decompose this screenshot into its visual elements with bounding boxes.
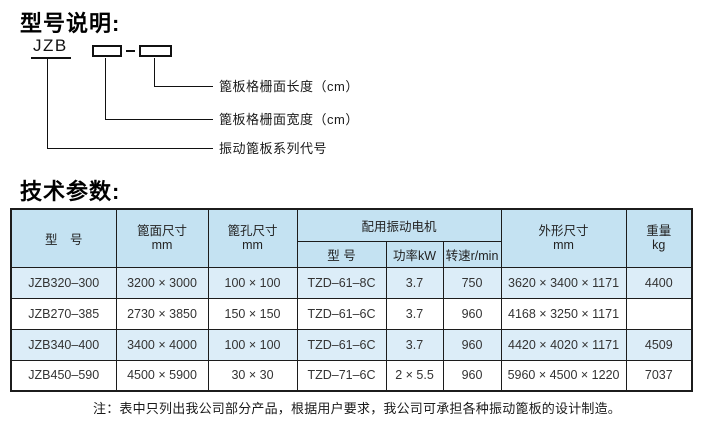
cell-model: JZB320–300: [10, 266, 117, 299]
length-connector-line-horizontal: [154, 86, 213, 87]
cell-hole-size: 100 × 100: [207, 328, 298, 361]
width-connector-line-horizontal: [105, 119, 213, 120]
cell-screen-size: 4500 × 5900: [115, 359, 209, 392]
header-motor-speed: 转速r/min: [442, 240, 502, 268]
cell-power: 3.7: [385, 266, 444, 299]
series-code-text: JZB: [31, 36, 71, 59]
cell-power: 3.7: [385, 328, 444, 361]
cell-power: 2 × 5.5: [385, 359, 444, 392]
cell-motor-model: TZD–61–6C: [296, 328, 387, 361]
length-code-box: [139, 45, 172, 57]
header-model: 型 号: [10, 208, 117, 268]
cell-speed: 960: [442, 328, 502, 361]
cell-overall-size: 4420 × 4020 × 1171: [500, 328, 627, 361]
cell-model: JZB450–590: [10, 359, 117, 392]
cell-motor-model: TZD–61–6C: [296, 297, 387, 330]
label-grate-length: 篦板格栅面长度（cm）: [219, 79, 359, 94]
footnote: 注：表中只列出我公司部分产品，根据用户要求，我公司可承担各种振动篦板的设计制造。: [93, 401, 622, 416]
cell-weight: [625, 297, 693, 330]
header-motor-group: 配用振动电机: [296, 208, 502, 242]
cell-model: JZB340–400: [10, 328, 117, 361]
header-motor-power: 功率kW: [385, 240, 444, 268]
header-motor-model: 型 号: [296, 240, 387, 268]
cell-hole-size: 100 × 100: [207, 266, 298, 299]
dash-connector: [126, 50, 135, 52]
table-row: JZB270–385 2730 × 3850 150 × 150 TZD–61–…: [10, 297, 693, 330]
header-hole-size: 篦孔尺寸 mm: [207, 208, 298, 268]
cell-overall-size: 3620 × 3400 × 1171: [500, 266, 627, 299]
cell-weight: 7037: [625, 359, 693, 392]
series-connector-line-vertical: [47, 59, 48, 149]
model-description-title: 型号说明:: [20, 11, 121, 36]
cell-screen-size: 3400 × 4000: [115, 328, 209, 361]
cell-hole-size: 30 × 30: [207, 359, 298, 392]
label-series-code: 振动篦板系列代号: [219, 141, 328, 156]
cell-motor-model: TZD–61–8C: [296, 266, 387, 299]
cell-speed: 750: [442, 266, 502, 299]
table-row: JZB320–300 3200 × 3000 100 × 100 TZD–61–…: [10, 266, 693, 299]
length-connector-line-vertical: [154, 58, 155, 87]
width-connector-line-vertical: [105, 58, 106, 120]
cell-screen-size: 3200 × 3000: [115, 266, 209, 299]
width-code-box: [92, 45, 122, 57]
technical-parameters-table: 型 号 篦面尺寸 mm 篦孔尺寸 mm 配用振动电机 外形尺寸 mm 重量 kg: [10, 208, 694, 392]
cell-weight: 4509: [625, 328, 693, 361]
table-row: JZB340–400 3400 × 4000 100 × 100 TZD–61–…: [10, 328, 693, 361]
cell-speed: 960: [442, 359, 502, 392]
cell-model: JZB270–385: [10, 297, 117, 330]
cell-screen-size: 2730 × 3850: [115, 297, 209, 330]
cell-hole-size: 150 × 150: [207, 297, 298, 330]
label-grate-width: 篦板格栅面宽度（cm）: [219, 112, 359, 127]
table-row: JZB450–590 4500 × 5900 30 × 30 TZD–71–6C…: [10, 359, 693, 392]
cell-motor-model: TZD–71–6C: [296, 359, 387, 392]
cell-weight: 4400: [625, 266, 693, 299]
cell-speed: 960: [442, 297, 502, 330]
header-screen-size: 篦面尺寸 mm: [115, 208, 209, 268]
cell-overall-size: 5960 × 4500 × 1220: [500, 359, 627, 392]
header-overall-size: 外形尺寸 mm: [500, 208, 627, 268]
cell-overall-size: 4168 × 3250 × 1171: [500, 297, 627, 330]
cell-power: 3.7: [385, 297, 444, 330]
technical-parameters-title: 技术参数:: [20, 179, 121, 204]
header-weight: 重量 kg: [625, 208, 693, 268]
series-connector-line-horizontal: [47, 148, 213, 149]
